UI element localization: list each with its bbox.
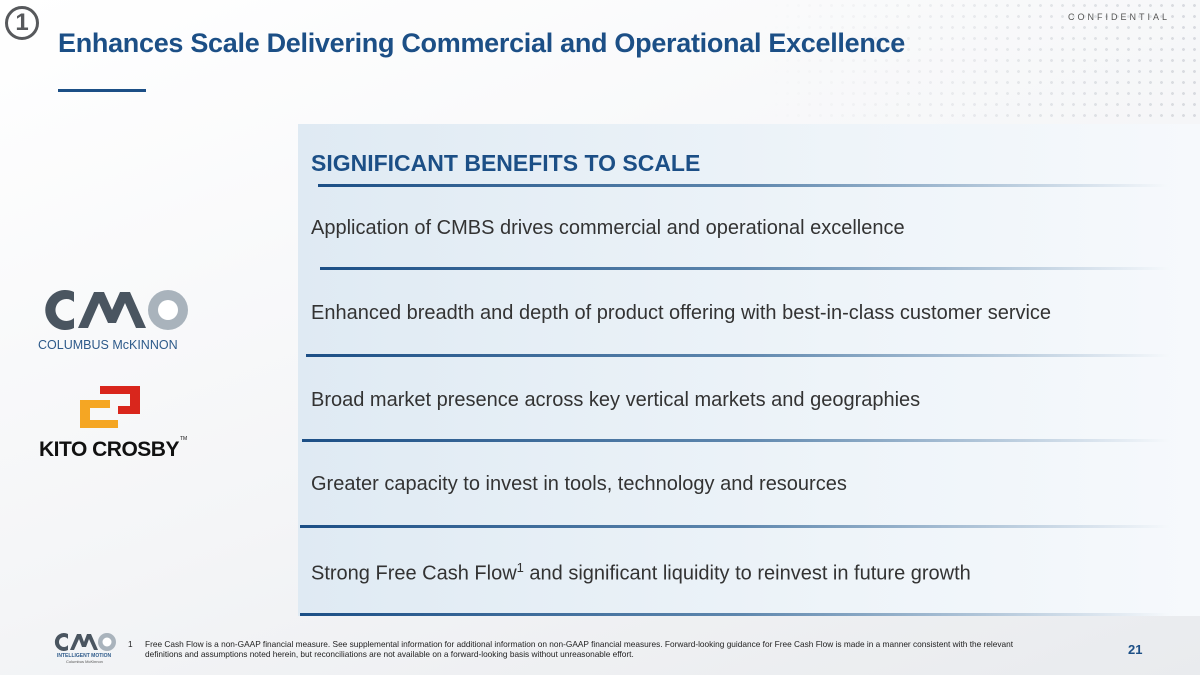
bullet: Broad market presence across key vertica… [311, 389, 921, 411]
bullet: Greater capacity to invest in tools, tec… [311, 473, 847, 495]
page-number: 21 [1128, 642, 1143, 657]
bullet-text: and significant liquidity to reinvest in… [523, 562, 971, 585]
trademark: TM [180, 436, 187, 442]
logo-text: COLUMBUS McKINNON [38, 338, 178, 352]
footnote: Free Cash Flow is a non-GAAP financial m… [145, 639, 1014, 659]
columbus-logo: COLUMBUS McKINNON [38, 290, 188, 352]
badge: 1 [5, 6, 39, 40]
footer-logo: INTELLIGENT MOTION Columbus McKinnon [54, 633, 116, 664]
divider [300, 613, 1170, 616]
kito-logo: KITO CROSBY TM [39, 386, 187, 460]
divider [300, 525, 1170, 528]
divider [306, 354, 1170, 357]
footnote-number: 1 [128, 639, 133, 649]
bullet: Enhanced breadth and depth of product of… [311, 302, 1052, 324]
bullet: Strong Free Cash Flow1 and significant l… [311, 560, 971, 586]
logo-name: Columbus McKinnon [66, 659, 103, 664]
title-underline [58, 89, 146, 92]
bullet-text: Strong Free Cash Flow [311, 562, 517, 585]
divider [318, 184, 1168, 187]
divider [320, 267, 1170, 270]
dot-pattern [760, 0, 1200, 120]
title: Enhances Scale Delivering Commercial and… [58, 28, 905, 58]
bullet: Application of CMBS drives commercial an… [311, 217, 905, 239]
logo-tagline: INTELLIGENT MOTION [57, 653, 112, 659]
classification: CONFIDENTIAL [1068, 12, 1171, 22]
benefits-panel [298, 124, 1200, 616]
divider [302, 439, 1170, 442]
section-heading: SIGNIFICANT BENEFITS TO SCALE [311, 150, 701, 176]
superscript: 1 [516, 560, 524, 575]
logo-text: KITO CROSBY [39, 438, 179, 460]
